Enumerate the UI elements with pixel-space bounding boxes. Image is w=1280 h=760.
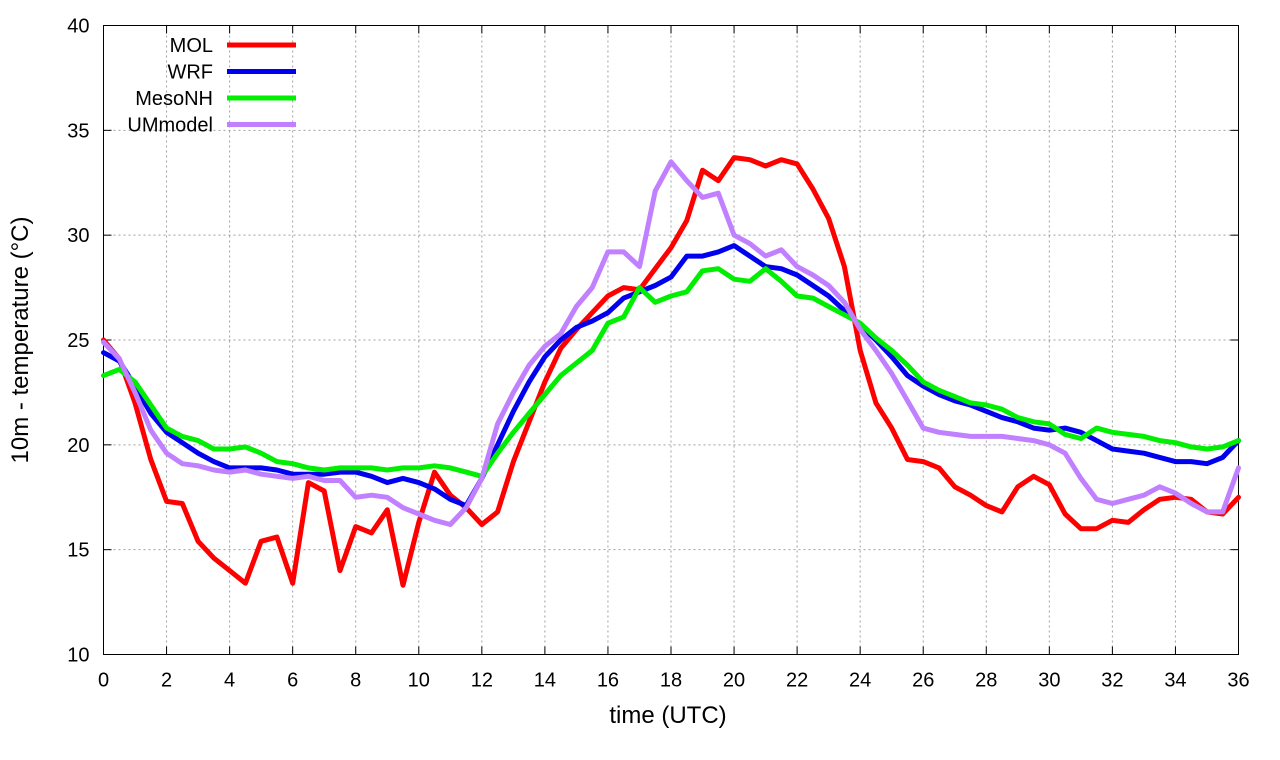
legend-label-ummodel: UMmodel (127, 115, 213, 137)
x-tick-label: 24 (849, 670, 871, 692)
x-tick-label: 0 (98, 670, 109, 692)
x-tick-label: 16 (597, 670, 619, 692)
legend-label-mol: MOL (170, 35, 213, 57)
x-tick-label: 34 (1164, 670, 1186, 692)
axis-ticks: 0 2 4 6 8 10 12 14 16 18 20 22 24 26 28 30 32 34 361015202… (67, 16, 1249, 692)
y-tick-label: 35 (67, 120, 89, 142)
x-tick-label: 6 (287, 670, 298, 692)
series-line-mol (101, 155, 1241, 588)
x-tick-label: 20 (723, 670, 745, 692)
x-tick-label: 12 (471, 670, 493, 692)
x-tick-label: 2 (161, 670, 172, 692)
x-tick-label: 8 (350, 670, 361, 692)
legend-label-wrf: WRF (167, 62, 213, 84)
y-tick-label: 10 (67, 645, 89, 667)
x-tick-label: 14 (534, 670, 556, 692)
y-tick-label: 30 (67, 225, 89, 247)
y-tick-label: 40 (67, 16, 89, 38)
series-lines (101, 155, 1241, 588)
x-axis-title: time (UTC) (609, 702, 726, 729)
x-tick-label: 26 (912, 670, 934, 692)
legend-label-mesonh: MesoNH (135, 88, 213, 110)
x-tick-label: 18 (660, 670, 682, 692)
x-tick-label: 22 (786, 670, 808, 692)
y-tick-label: 20 (67, 435, 89, 457)
x-tick-label: 32 (1101, 670, 1123, 692)
y-axis-title: 10m - temperature (°C) (7, 217, 34, 464)
x-tick-label: 4 (224, 670, 235, 692)
y-tick-label: 25 (67, 330, 89, 352)
series-line-ummodel (101, 159, 1241, 527)
grid-lines (103, 25, 1239, 655)
series-line-wrf (101, 243, 1241, 509)
y-tick-label: 15 (67, 540, 89, 562)
series-line-mesonh (101, 266, 1241, 479)
x-tick-label: 28 (975, 670, 997, 692)
x-tick-label: 36 (1227, 670, 1249, 692)
legend: MOL WRF MesoNH UMmodel (127, 35, 296, 137)
x-tick-label: 10 (408, 670, 430, 692)
x-tick-label: 30 (1038, 670, 1060, 692)
